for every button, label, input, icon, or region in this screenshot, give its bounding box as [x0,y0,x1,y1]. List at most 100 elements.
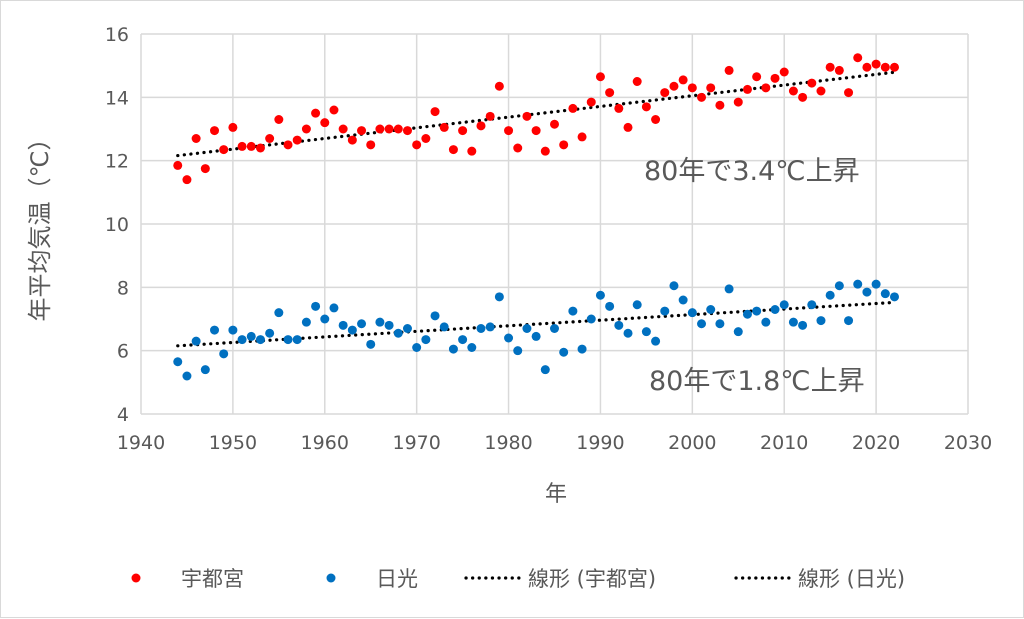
x-tick-label: 2030 [944,432,992,454]
data-point-utsunomiya [228,122,238,132]
data-point-nikko [347,325,357,335]
data-point-utsunomiya [384,124,394,134]
data-point-nikko [540,365,550,375]
data-point-nikko [439,322,449,332]
data-point-utsunomiya [889,62,899,72]
data-point-utsunomiya [798,92,808,102]
data-point-utsunomiya [191,134,201,143]
data-point-utsunomiya [788,86,798,96]
data-point-nikko [853,279,863,289]
data-point-utsunomiya [761,83,771,93]
data-point-utsunomiya [274,115,284,124]
data-point-utsunomiya [816,86,826,96]
data-point-nikko [504,333,514,343]
data-point-nikko [798,320,808,330]
data-point-utsunomiya [742,84,752,94]
data-point-utsunomiya [853,53,863,63]
data-point-nikko [605,301,615,311]
x-tick-label: 2020 [852,432,900,454]
data-point-utsunomiya [568,103,578,113]
data-point-utsunomiya [697,92,707,102]
data-point-utsunomiya [605,88,615,98]
data-point-utsunomiya [825,62,835,72]
data-point-utsunomiya [237,141,247,151]
data-point-utsunomiya [660,88,670,98]
data-point-nikko [412,343,422,352]
data-point-utsunomiya [338,124,348,134]
data-point-nikko [651,336,661,346]
data-point-nikko [448,344,458,354]
data-point-nikko [724,284,734,294]
data-point-nikko [577,344,587,354]
data-point-utsunomiya [173,160,183,170]
data-point-utsunomiya [577,132,587,142]
data-point-utsunomiya [706,83,716,93]
data-point-utsunomiya [430,107,440,117]
data-point-nikko [375,317,385,327]
data-point-utsunomiya [540,146,550,156]
y-tick-label: 8 [117,277,129,299]
data-point-utsunomiya [752,72,762,82]
data-point-nikko [761,317,771,327]
data-point-utsunomiya [301,124,311,134]
legend-marker [326,573,336,583]
data-point-nikko [210,325,220,335]
data-point-utsunomiya [522,111,532,121]
x-tick-label: 1960 [301,432,349,454]
y-tick-label: 12 [105,151,129,173]
data-point-utsunomiya [458,126,468,136]
y-tick-label: 14 [105,87,129,109]
annotation-utsunomiya: 80年で3.4℃上昇 [644,156,860,187]
data-point-utsunomiya [357,126,367,136]
data-point-utsunomiya [476,121,486,131]
data-point-nikko [788,317,798,327]
data-point-utsunomiya [421,134,431,143]
legend-label: 日光 [376,567,418,591]
data-point-utsunomiya [412,140,422,150]
data-point-nikko [173,357,183,367]
data-point-utsunomiya [513,143,523,153]
x-tick-label: 1950 [209,432,257,454]
data-point-nikko [182,371,192,381]
data-point-nikko [715,319,725,329]
data-point-nikko [816,316,826,326]
legend-label: 線形 (日光) [798,567,905,591]
legend-marker [131,573,141,583]
y-tick-label: 16 [105,24,129,46]
data-point-nikko [862,287,872,297]
data-point-nikko [476,324,486,333]
data-point-nikko [825,290,835,300]
data-point-nikko [889,292,899,302]
data-point-nikko [200,365,210,375]
data-point-utsunomiya [595,72,605,82]
legend-label: 線形 (宇都宮) [528,567,656,591]
data-point-utsunomiya [880,62,890,72]
data-point-nikko [531,331,541,341]
data-point-nikko [522,324,532,333]
data-point-nikko [559,347,569,357]
data-point-nikko [255,335,265,345]
data-point-nikko [274,308,284,318]
annotation-nikko: 80年で1.8℃上昇 [649,366,865,397]
data-point-nikko [494,292,504,302]
data-point-utsunomiya [559,140,569,150]
data-point-nikko [283,335,293,345]
data-point-utsunomiya [292,135,302,145]
data-point-nikko [219,349,229,359]
data-point-nikko [733,327,743,337]
data-point-utsunomiya [255,143,265,153]
data-point-nikko [485,322,495,332]
y-tick-label: 10 [105,214,129,236]
data-point-nikko [880,289,890,299]
data-point-utsunomiya [467,146,477,156]
data-point-utsunomiya [862,62,872,72]
data-point-nikko [513,346,523,356]
data-point-utsunomiya [347,135,357,145]
data-point-nikko [687,308,697,318]
data-point-utsunomiya [550,119,559,129]
data-point-nikko [669,281,679,291]
data-point-nikko [770,305,780,314]
x-tick-label: 1980 [484,432,532,454]
y-axis-label: 年平均気温（℃） [26,127,54,322]
